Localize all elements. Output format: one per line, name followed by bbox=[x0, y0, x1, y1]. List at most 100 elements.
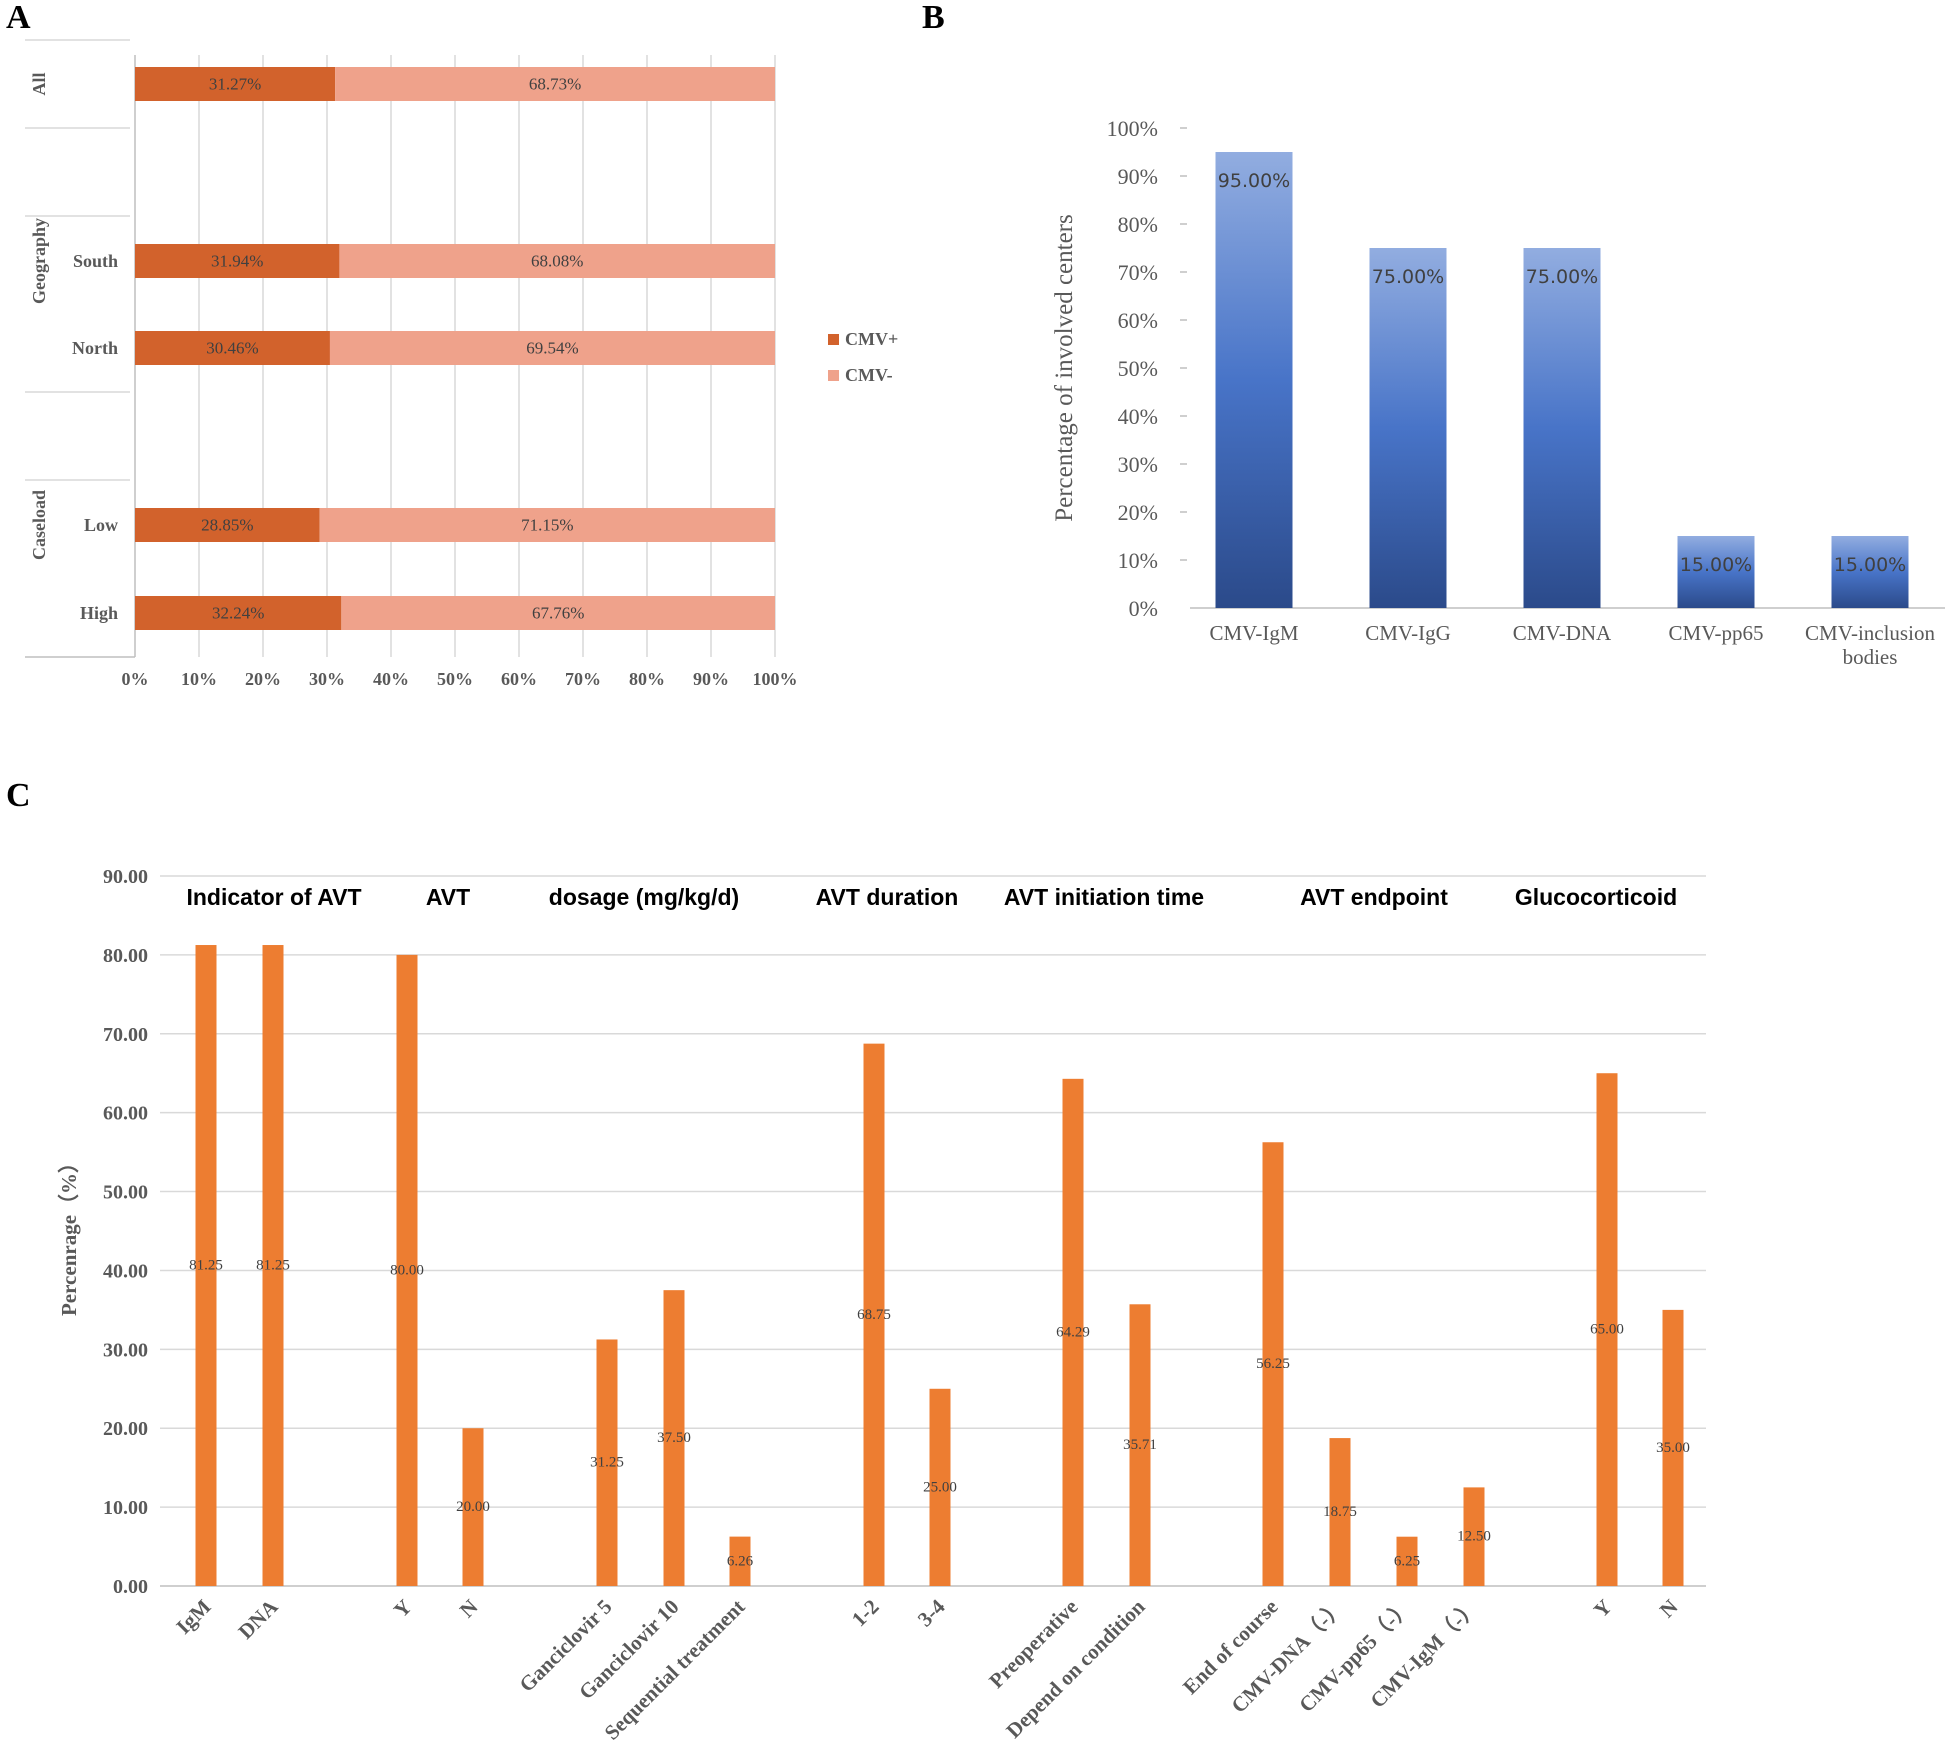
bar-c bbox=[1396, 1536, 1418, 1586]
data-label-b: 15.00% bbox=[1680, 554, 1752, 576]
x-tick-label-b: CMV-IgM bbox=[1209, 621, 1298, 645]
x-tick-label-a: 20% bbox=[245, 669, 281, 689]
y-tick-label-c: 90.00 bbox=[103, 866, 148, 888]
data-label-c: 6.26 bbox=[727, 1553, 754, 1569]
bar-cmv-pos bbox=[135, 244, 340, 278]
x-tick-label-c: 1-2 bbox=[847, 1595, 884, 1632]
x-tick-label-a: 70% bbox=[565, 669, 601, 689]
bar-cmv-pos bbox=[135, 508, 320, 542]
data-label-cmv-neg: 69.54% bbox=[526, 339, 578, 358]
y-tick-label-b: 20% bbox=[1118, 500, 1158, 525]
y-tick-label-c: 20.00 bbox=[103, 1418, 148, 1440]
chart-b: 0% 10% 20% 30% 40% 50% 60% 70% 80% 90% 100% Percent… bbox=[1051, 116, 1945, 669]
panel-b-letter: B bbox=[922, 0, 945, 36]
data-label-c: 31.25 bbox=[590, 1455, 624, 1471]
bar-c bbox=[863, 1043, 885, 1586]
x-tick-label-b: CMV-IgG bbox=[1365, 621, 1451, 645]
data-label-cmv-pos: 31.27% bbox=[209, 75, 261, 94]
data-label-c: 64.29 bbox=[1056, 1324, 1090, 1340]
bar-c bbox=[262, 945, 284, 1586]
data-label-b: 15.00% bbox=[1834, 554, 1906, 576]
data-label-cmv-pos: 32.24% bbox=[212, 604, 264, 623]
group-label-caseload: Caseload bbox=[29, 490, 49, 560]
y-tick-label-c: 0.00 bbox=[113, 1576, 148, 1598]
bar-c bbox=[596, 1339, 618, 1586]
bar-c bbox=[195, 945, 217, 1586]
data-label-c: 18.75 bbox=[1323, 1504, 1357, 1520]
group-title-c: AVT endpoint bbox=[1300, 884, 1448, 910]
y-tick-label-b: 60% bbox=[1118, 308, 1158, 333]
y-tick-label-b: 80% bbox=[1118, 212, 1158, 237]
y-tick-label-b: 10% bbox=[1118, 548, 1158, 573]
data-label-cmv-neg: 68.08% bbox=[531, 252, 583, 271]
y-tick-label-c: 60.00 bbox=[103, 1103, 148, 1125]
y-axis-title-b: Percentage of involved centers bbox=[1051, 214, 1078, 522]
data-label-c: 65.00 bbox=[1590, 1322, 1624, 1338]
y-tick-label-c: 70.00 bbox=[103, 1024, 148, 1046]
bar-b-cmv-pp65 bbox=[1677, 536, 1755, 608]
bar-c bbox=[1662, 1309, 1684, 1586]
bar-c bbox=[462, 1428, 484, 1586]
bar-cmv-pos bbox=[135, 596, 342, 630]
x-tick-label-b: CMV-inclusion bodies bbox=[1805, 621, 1935, 669]
group-label-all: All bbox=[29, 72, 49, 95]
group-title-c: Glucocorticoid bbox=[1515, 884, 1677, 910]
legend-label-cmv-pos: CMV+ bbox=[845, 329, 898, 349]
data-label-c: 80.00 bbox=[390, 1262, 424, 1278]
x-tick-label-c: N bbox=[455, 1595, 483, 1623]
data-label-b: 95.00% bbox=[1218, 170, 1290, 192]
y-tick-label-c: 80.00 bbox=[103, 945, 148, 967]
y-tick-label-b: 50% bbox=[1118, 356, 1158, 381]
bar-cmv-neg bbox=[341, 596, 775, 630]
bar-c bbox=[1262, 1142, 1284, 1586]
panel-a-letter: A bbox=[6, 0, 31, 36]
x-tick-label-c: DNA bbox=[233, 1594, 283, 1644]
data-label-c: 37.50 bbox=[657, 1430, 691, 1446]
x-tick-label-c: CMV-DNA（-） bbox=[1226, 1595, 1349, 1718]
y-tick-label-c: 30.00 bbox=[103, 1339, 148, 1361]
y-tick-label-b: 40% bbox=[1118, 404, 1158, 429]
data-label-cmv-pos: 30.46% bbox=[206, 339, 258, 358]
data-label-cmv-neg: 68.73% bbox=[529, 75, 581, 94]
x-tick-label-a: 50% bbox=[437, 669, 473, 689]
data-label-c: 81.25 bbox=[256, 1258, 290, 1274]
y-tick-label-c: 10.00 bbox=[103, 1497, 148, 1519]
bar-c bbox=[1596, 1073, 1618, 1586]
data-label-c: 68.75 bbox=[857, 1307, 891, 1323]
x-tick-label-c: CMV-pp65（-） bbox=[1294, 1595, 1416, 1717]
legend-swatch-cmv-pos bbox=[828, 334, 839, 345]
data-label-b: 75.00% bbox=[1372, 266, 1444, 288]
y-tick-label-b: 70% bbox=[1118, 260, 1158, 285]
x-tick-label-a: 0% bbox=[122, 669, 149, 689]
y-tick-label-b: 0% bbox=[1129, 596, 1158, 621]
group-label-geography: Geography bbox=[29, 218, 49, 304]
bar-cmv-neg bbox=[335, 67, 775, 101]
bar-c bbox=[1329, 1438, 1351, 1586]
y-tick-label-c: 50.00 bbox=[103, 1182, 148, 1204]
data-label-c: 25.00 bbox=[923, 1479, 957, 1495]
x-tick-label-a: 80% bbox=[629, 669, 665, 689]
bar-cmv-neg bbox=[329, 331, 775, 365]
data-label-cmv-neg: 67.76% bbox=[532, 604, 584, 623]
bar-c bbox=[1463, 1487, 1485, 1586]
bar-c bbox=[1129, 1304, 1151, 1586]
bar-c bbox=[929, 1388, 951, 1586]
y-axis-title-c: Percenrage（%） bbox=[57, 1152, 81, 1316]
group-title-c: Indicator of AVT bbox=[186, 884, 361, 910]
data-label-cmv-pos: 28.85% bbox=[201, 516, 253, 535]
x-tick-label-c: IgM bbox=[171, 1594, 215, 1638]
x-tick-label-a: 30% bbox=[309, 669, 345, 689]
data-label-c: 35.71 bbox=[1123, 1437, 1157, 1453]
y-tick-label-c: 40.00 bbox=[103, 1260, 148, 1282]
row-label-high: High bbox=[80, 603, 118, 623]
bar-b-cmv-igm bbox=[1215, 152, 1293, 608]
y-tick-label-b: 100% bbox=[1107, 116, 1158, 141]
y-tick-label-b: 30% bbox=[1118, 452, 1158, 477]
bar-b-cmv-dna bbox=[1523, 248, 1601, 608]
bar-cmv-pos bbox=[135, 331, 330, 365]
data-label-c: 81.25 bbox=[189, 1258, 223, 1274]
x-tick-label-c: Y bbox=[389, 1595, 417, 1623]
data-label-cmv-neg: 71.15% bbox=[521, 516, 573, 535]
data-label-c: 56.25 bbox=[1256, 1356, 1290, 1372]
